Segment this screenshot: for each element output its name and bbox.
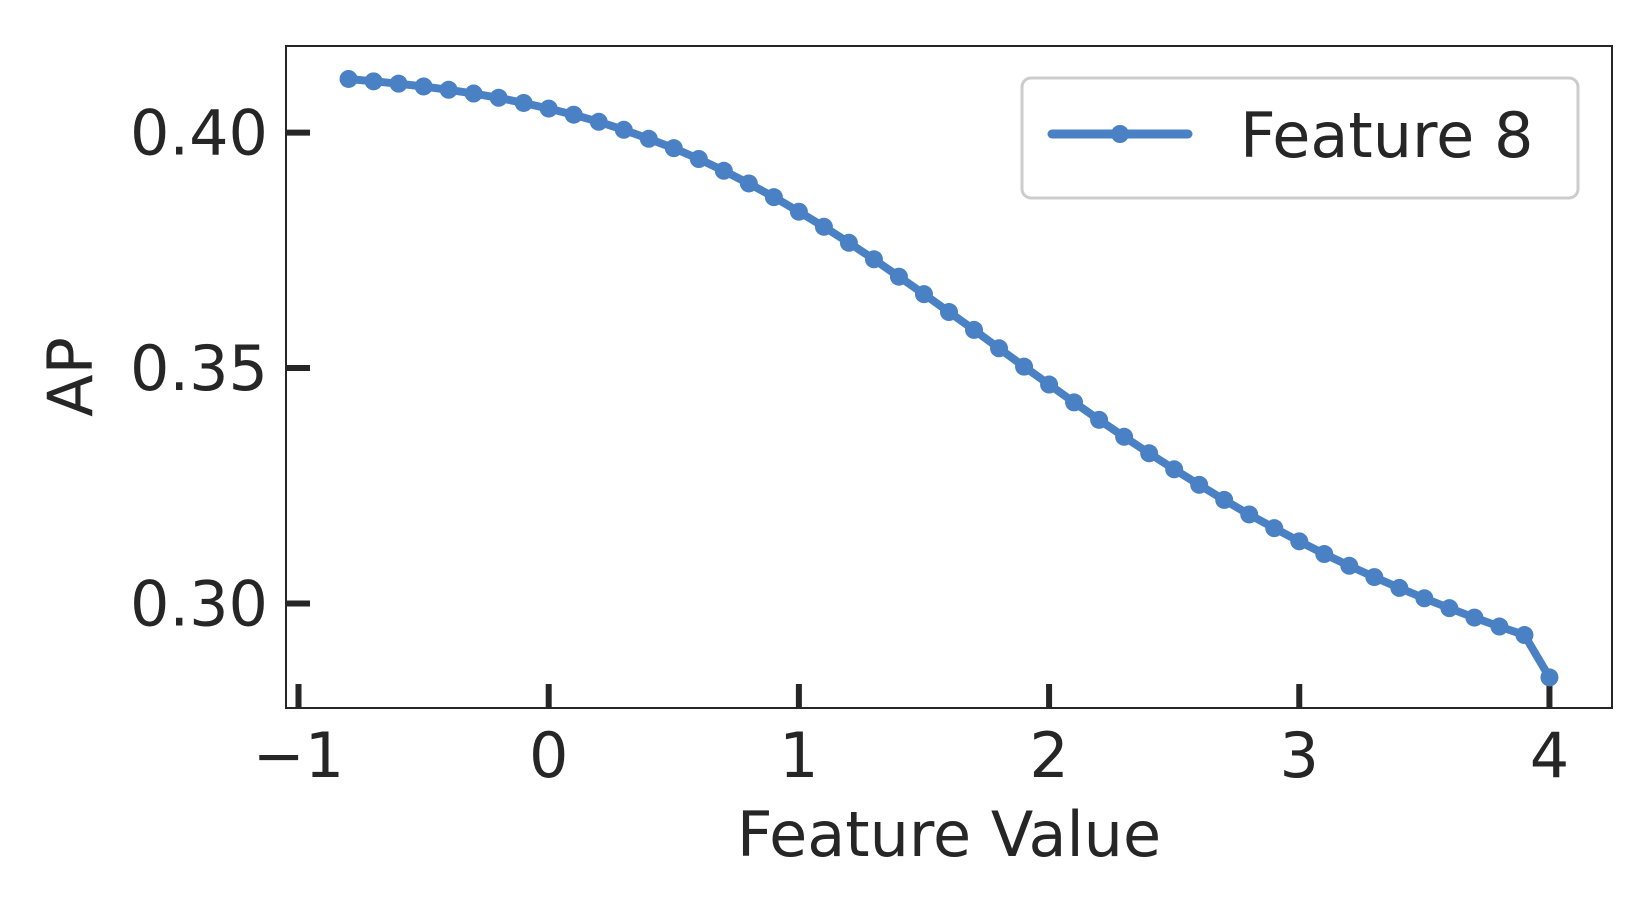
data-point [739,174,758,193]
data-point [764,188,783,207]
data-point [689,150,708,169]
y-tick-label: 0.35 [130,332,268,405]
x-tick-label: 3 [1280,719,1319,792]
data-point [1040,375,1059,394]
data-point [464,84,483,103]
data-point [439,80,458,99]
data-point [1265,519,1284,538]
data-point [1190,475,1209,494]
data-point [489,88,508,107]
data-point [414,77,433,96]
data-point [1315,545,1334,564]
x-axis-label: Feature Value [737,798,1161,871]
data-point [1015,357,1034,376]
legend-box [1020,76,1580,200]
data-point [914,285,933,304]
series-layer [339,69,1559,687]
data-point [1090,410,1109,429]
data-point [1065,393,1084,412]
data-point [1365,568,1384,587]
legend-marker-sample [1111,125,1129,143]
data-point [1115,427,1134,446]
data-point [714,161,733,180]
data-point [564,105,583,124]
x-axis: −1 0 1 2 3 4 [253,684,1569,792]
data-point [1465,608,1484,627]
data-point [339,69,358,88]
data-point [1140,444,1159,463]
data-point [1165,460,1184,479]
data-point [389,74,408,93]
data-point [1515,626,1534,645]
data-point [639,129,658,148]
data-point [614,120,633,139]
x-tick-label: 2 [1029,719,1068,792]
data-point [1215,490,1234,509]
y-tick-label: 0.30 [130,567,268,640]
y-axis-label: AP [34,337,107,417]
legend-label: Feature 8 [1240,99,1533,172]
data-point [1240,505,1259,524]
data-point [940,303,958,322]
data-point [864,250,883,269]
data-point [514,93,533,112]
data-point [814,217,833,236]
data-point [1340,556,1359,575]
data-point [839,233,858,252]
data-point [664,139,683,158]
y-tick-label: 0.40 [130,97,268,170]
data-point [1290,532,1309,551]
data-point [990,339,1009,358]
data-point [889,267,908,286]
legend: Feature 8 [1020,76,1580,200]
x-tick-label: 0 [529,719,568,792]
data-point [589,112,608,131]
y-axis: 0.30 0.35 0.40 [130,97,310,640]
data-point [1440,599,1459,618]
x-tick-label: 4 [1530,719,1569,792]
data-point [1415,589,1434,608]
data-point [1490,617,1509,636]
x-tick-label: 1 [779,719,818,792]
data-point [1540,668,1559,687]
data-point [1390,578,1409,597]
data-point [965,320,984,339]
data-point [539,99,558,118]
x-tick-label: −1 [253,719,344,792]
data-point [364,72,383,91]
data-point [789,202,808,221]
